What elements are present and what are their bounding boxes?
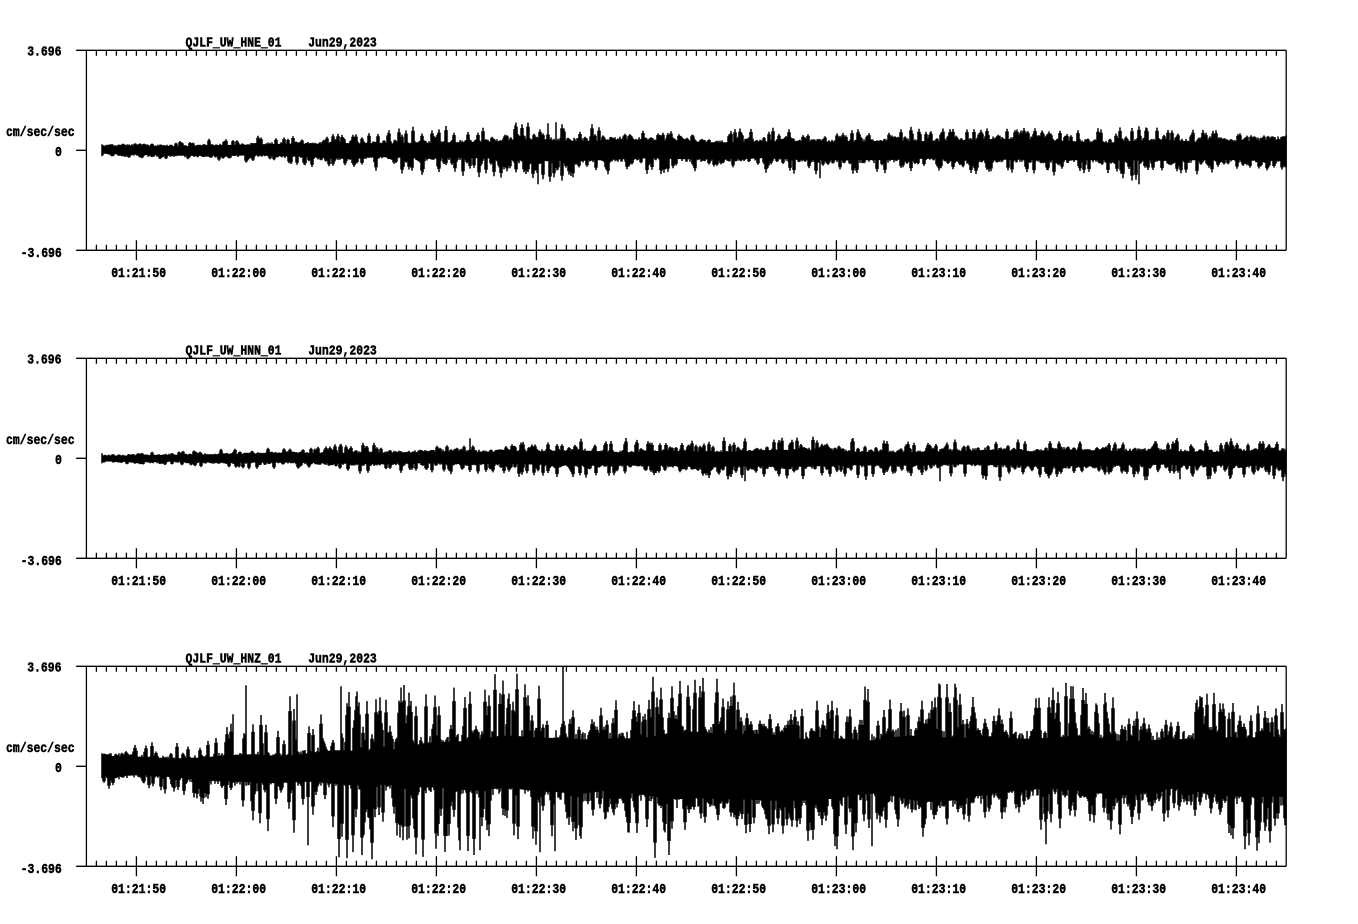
svg-text:01:23:10: 01:23:10 [911, 266, 966, 282]
svg-text:01:23:20: 01:23:20 [1011, 882, 1066, 898]
svg-text:01:23:20: 01:23:20 [1011, 266, 1066, 282]
svg-text:01:22:10: 01:22:10 [311, 266, 366, 282]
svg-text:01:23:00: 01:23:00 [811, 574, 866, 590]
svg-text:01:23:10: 01:23:10 [911, 882, 966, 898]
svg-text:01:23:40: 01:23:40 [1211, 574, 1266, 590]
svg-text:0: 0 [55, 145, 62, 161]
svg-text:01:23:40: 01:23:40 [1211, 266, 1266, 282]
svg-text:01:22:00: 01:22:00 [211, 882, 266, 898]
svg-text:01:23:40: 01:23:40 [1211, 882, 1266, 898]
svg-text:01:22:20: 01:22:20 [411, 574, 466, 590]
svg-text:01:23:00: 01:23:00 [811, 266, 866, 282]
svg-text:3.696: 3.696 [27, 661, 61, 677]
svg-text:-3.696: -3.696 [21, 246, 62, 262]
svg-text:01:21:50: 01:21:50 [111, 266, 166, 282]
svg-text:QJLF_UW_HNZ_01: QJLF_UW_HNZ_01 [186, 652, 282, 668]
svg-text:cm/sec/sec: cm/sec/sec [6, 125, 75, 141]
svg-text:01:23:30: 01:23:30 [1111, 574, 1166, 590]
svg-text:01:23:00: 01:23:00 [811, 882, 866, 898]
svg-text:01:22:50: 01:22:50 [711, 574, 766, 590]
svg-text:01:23:30: 01:23:30 [1111, 266, 1166, 282]
svg-text:Jun29,2023: Jun29,2023 [308, 344, 377, 360]
svg-text:01:22:10: 01:22:10 [311, 574, 366, 590]
svg-text:01:22:40: 01:22:40 [611, 882, 666, 898]
svg-text:-3.696: -3.696 [21, 554, 62, 570]
svg-text:QJLF_UW_HNN_01: QJLF_UW_HNN_01 [186, 344, 282, 360]
svg-text:01:22:00: 01:22:00 [211, 266, 266, 282]
svg-text:3.696: 3.696 [27, 45, 61, 61]
svg-text:01:21:50: 01:21:50 [111, 574, 166, 590]
svg-text:01:21:50: 01:21:50 [111, 882, 166, 898]
svg-text:3.696: 3.696 [27, 353, 61, 369]
svg-text:0: 0 [55, 761, 62, 777]
svg-text:01:22:30: 01:22:30 [511, 266, 566, 282]
svg-text:Jun29,2023: Jun29,2023 [308, 36, 377, 52]
svg-text:01:22:50: 01:22:50 [711, 266, 766, 282]
svg-text:QJLF_UW_HNE_01: QJLF_UW_HNE_01 [186, 36, 282, 52]
svg-text:01:22:50: 01:22:50 [711, 882, 766, 898]
svg-text:-3.696: -3.696 [21, 862, 62, 878]
svg-text:Jun29,2023: Jun29,2023 [308, 652, 377, 668]
svg-text:01:22:30: 01:22:30 [511, 574, 566, 590]
svg-text:01:22:10: 01:22:10 [311, 882, 366, 898]
svg-text:01:22:20: 01:22:20 [411, 882, 466, 898]
svg-text:cm/sec/sec: cm/sec/sec [6, 741, 75, 757]
svg-text:01:23:20: 01:23:20 [1011, 574, 1066, 590]
svg-text:01:22:40: 01:22:40 [611, 574, 666, 590]
svg-text:cm/sec/sec: cm/sec/sec [6, 433, 75, 449]
svg-text:01:23:10: 01:23:10 [911, 574, 966, 590]
svg-text:01:23:30: 01:23:30 [1111, 882, 1166, 898]
svg-text:01:22:40: 01:22:40 [611, 266, 666, 282]
svg-text:01:22:20: 01:22:20 [411, 266, 466, 282]
svg-text:0: 0 [55, 453, 62, 469]
svg-text:01:22:00: 01:22:00 [211, 574, 266, 590]
svg-text:01:22:30: 01:22:30 [511, 882, 566, 898]
